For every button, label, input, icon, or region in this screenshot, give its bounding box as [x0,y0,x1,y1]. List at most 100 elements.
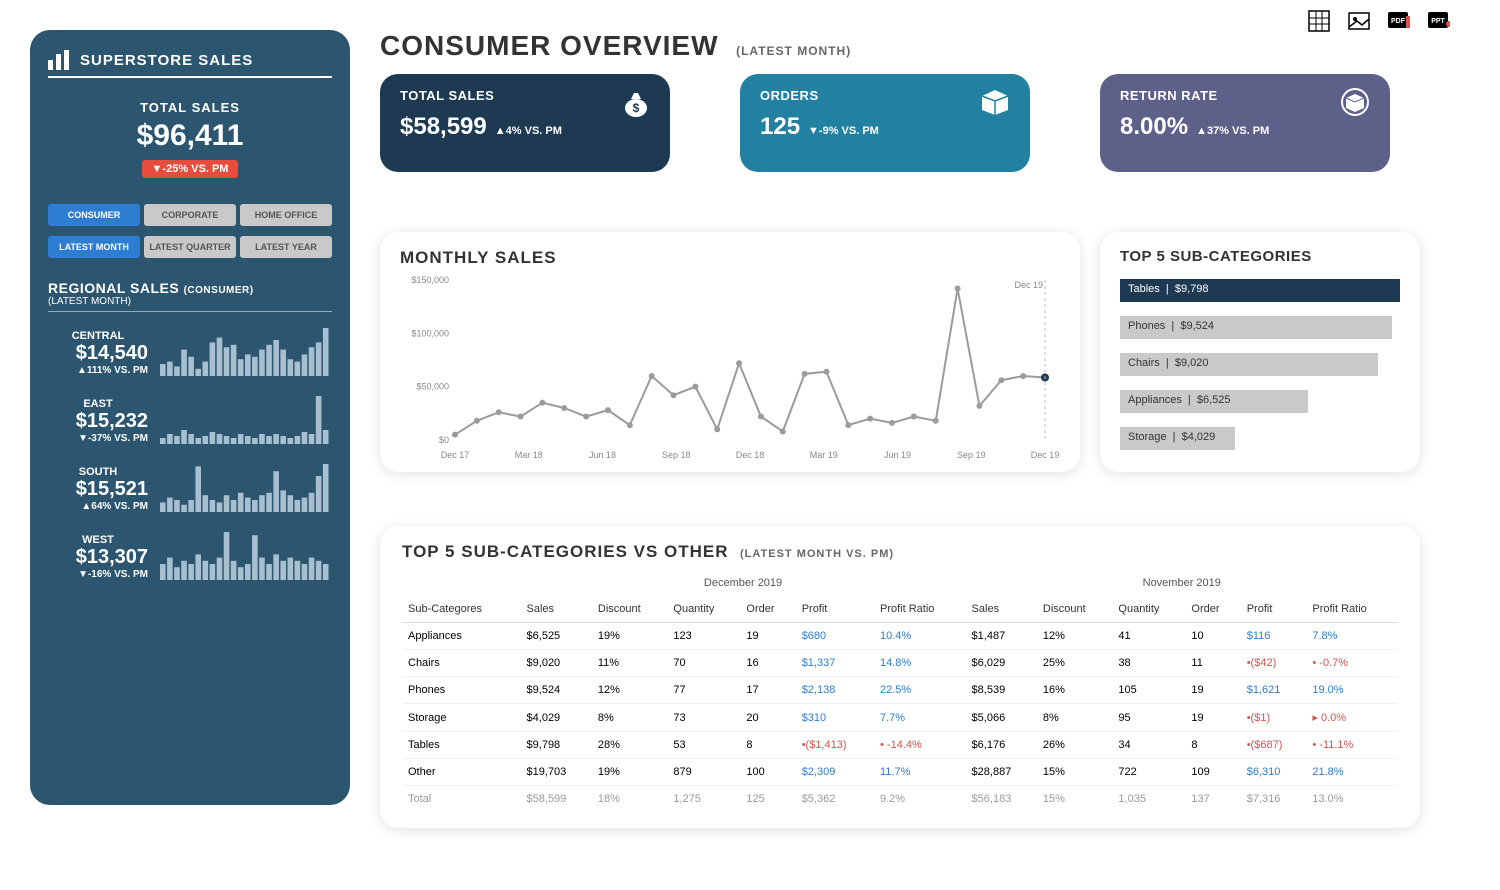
table-cell: 11% [592,650,668,677]
grid-icon[interactable] [1308,10,1330,32]
table-cell: 137 [1185,786,1240,813]
region-east: EAST$15,232▼-37% VS. PM [48,394,332,444]
period-tab-latest-quarter[interactable]: LATEST QUARTER [144,236,236,258]
region-central: CENTRAL$14,540▲111% VS. PM [48,326,332,376]
svg-text:PDF: PDF [1391,18,1406,25]
top5-card: TOP 5 SUB-CATEGORIES Tables | $9,798Phon… [1100,232,1420,472]
svg-text:Dec 18: Dec 18 [736,450,765,460]
table-cell: 11.7% [874,759,966,786]
table-cell: 19% [592,759,668,786]
table-cell: 11 [1185,650,1240,677]
table-cell: 38 [1112,650,1185,677]
table-col-header: Order [1185,596,1240,623]
region-value: $15,521 [48,478,148,501]
table-cell: 13.0% [1306,786,1398,813]
table-col-header: Quantity [1112,596,1185,623]
table-cell: 8% [592,704,668,732]
ppt-icon[interactable]: PPT [1428,10,1450,32]
region-delta: ▲111% VS. PM [48,365,148,376]
table-cell: •($1,413) [796,732,874,759]
pdf-icon[interactable]: PDF [1388,10,1410,32]
table-cell: 7.8% [1306,623,1398,650]
table-cell: $6,029 [966,650,1037,677]
svg-text:Dec 17: Dec 17 [441,450,470,460]
table-col-header: Discount [1037,596,1113,623]
region-sparkline [158,394,332,444]
table-cell: 19% [592,623,668,650]
table-cell: Other [402,759,521,786]
regional-sales-title: REGIONAL SALES (CONSUMER) [48,280,332,296]
table-cell: 34 [1112,732,1185,759]
table-cell: 20 [740,704,795,732]
table-cell: 73 [667,704,740,732]
segment-tab-consumer[interactable]: CONSUMER [48,204,140,226]
table-row: Chairs$9,02011%7016$1,33714.8%$6,02925%3… [402,650,1398,677]
period-tabs: LATEST MONTHLATEST QUARTERLATEST YEAR [48,236,332,258]
table-cell: •($42) [1241,650,1307,677]
table-col-header: Profit [1241,596,1307,623]
region-value: $14,540 [48,342,148,365]
kpi-row: TOTAL SALES$58,599▲4% VS. PM$ORDERS125▼-… [380,74,1450,172]
table-cell: 7.7% [874,704,966,732]
svg-text:Jun 18: Jun 18 [589,450,616,460]
period-tab-latest-year[interactable]: LATEST YEAR [240,236,332,258]
kpi-delta: ▲37% VS. PM [1196,125,1269,137]
image-icon[interactable] [1348,10,1370,32]
table-period-2: November 2019 [966,570,1398,596]
table-col-header: Sales [521,596,592,623]
table-cell: $310 [796,704,874,732]
table-cell: 109 [1185,759,1240,786]
table-cell: 100 [740,759,795,786]
table-cell: $5,362 [796,786,874,813]
segment-tab-corporate[interactable]: CORPORATE [144,204,236,226]
table-cell: 22.5% [874,677,966,704]
table-cell: Chairs [402,650,521,677]
table-cell: 15% [1037,759,1113,786]
table-col-header: Sales [966,596,1037,623]
top5-bar-chairs: Chairs | $9,020 [1120,353,1400,376]
segment-tab-home-office[interactable]: HOME OFFICE [240,204,332,226]
region-west: WEST$13,307▼-16% VS. PM [48,530,332,580]
table-cell: 722 [1112,759,1185,786]
region-name: WEST [48,534,148,546]
table-cell: 9.2% [874,786,966,813]
table-cell: 16 [740,650,795,677]
svg-text:Jun 19: Jun 19 [884,450,911,460]
svg-text:Mar 18: Mar 18 [515,450,543,460]
sidebar-title-text: SUPERSTORE SALES [80,52,253,69]
main-area: CONSUMER OVERVIEW (LATEST MONTH) TOTAL S… [380,30,1450,828]
table-cell: $5,066 [966,704,1037,732]
region-name: CENTRAL [48,330,148,342]
svg-text:Sep 18: Sep 18 [662,450,691,460]
sidebar-title: SUPERSTORE SALES [48,50,332,78]
svg-text:Mar 19: Mar 19 [810,450,838,460]
table-col-header: Profit [796,596,874,623]
table-cell: 123 [667,623,740,650]
table-cell: 25% [1037,650,1113,677]
table-cell: 19.0% [1306,677,1398,704]
chart-title: MONTHLY SALES [400,248,1060,268]
region-delta: ▼-16% VS. PM [48,569,148,580]
table-cell: Storage [402,704,521,732]
table-cell: •($687) [1241,732,1307,759]
table-cell: •($1) [1241,704,1307,732]
segment-tabs: CONSUMERCORPORATEHOME OFFICE [48,204,332,226]
svg-text:Dec 19: Dec 19 [1031,450,1060,460]
table-cell: 53 [667,732,740,759]
table-col-header: Quantity [667,596,740,623]
table-cell: 879 [667,759,740,786]
table-cell: $6,310 [1241,759,1307,786]
table-cell: 70 [667,650,740,677]
kpi-value: 125 [760,113,800,141]
table-cell: Total [402,786,521,813]
table-cell: $56,183 [966,786,1037,813]
kpi-label: ORDERS [760,88,1010,103]
kpi-label: TOTAL SALES [400,88,650,103]
top5-bar-label: Tables | $9,798 [1128,283,1209,295]
table-cell: 1,275 [667,786,740,813]
kpi-return-rate: RETURN RATE8.00%▲37% VS. PM [1100,74,1390,172]
table-cell: 125 [740,786,795,813]
table-cell: $1,337 [796,650,874,677]
period-tab-latest-month[interactable]: LATEST MONTH [48,236,140,258]
region-value: $13,307 [48,546,148,569]
